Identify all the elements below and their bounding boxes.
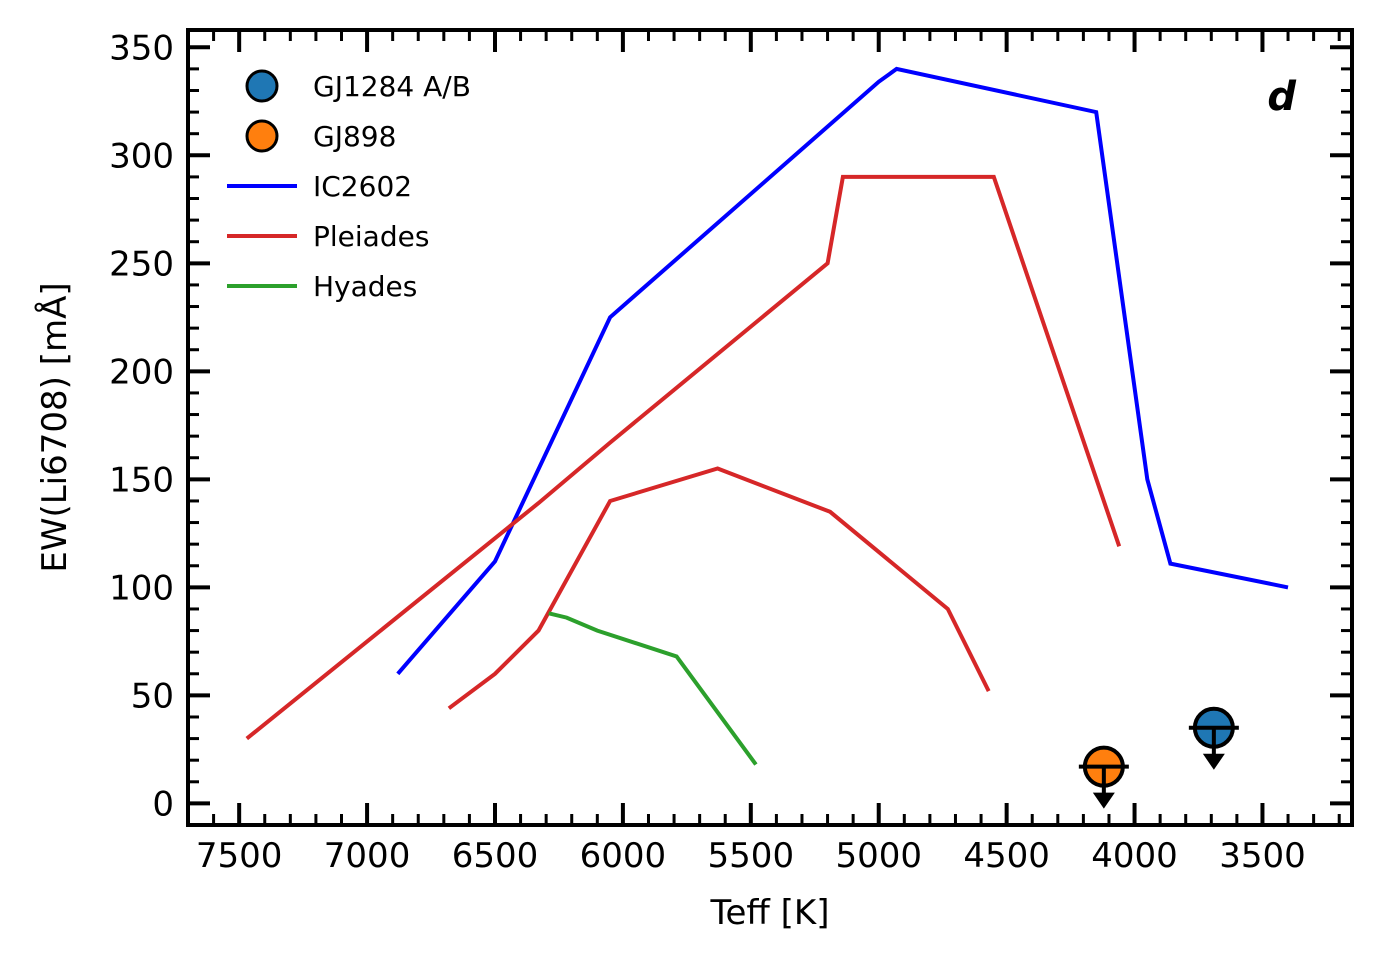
x-tick-label: 7500 (196, 836, 283, 876)
upper-limit-point-gj1284-a-b (1188, 706, 1239, 770)
plot-series (245, 66, 1289, 766)
x-tick-label: 4000 (1091, 836, 1178, 876)
x-tick-label: 6500 (452, 836, 539, 876)
y-axis-title: EW(Li6708) [mÅ] (34, 282, 75, 572)
legend-label-pleiades: Pleiades (313, 220, 429, 253)
y-tick-label: 100 (109, 568, 174, 608)
legend-label-gj898: GJ898 (313, 120, 396, 153)
series-line-pleiades (447, 466, 991, 710)
y-tick-label: 150 (109, 460, 174, 500)
x-tick-label: 6000 (580, 836, 667, 876)
legend-label-hyades: Hyades (313, 270, 417, 303)
plot-frame (186, 28, 1354, 827)
series-line-ic2602 (396, 66, 1289, 676)
y-tick-label: 350 (109, 28, 174, 68)
legend-swatch-gj1284-a-b (245, 69, 279, 103)
upper-limit-arrow (1202, 753, 1225, 770)
x-axis-title: Teff [K] (710, 893, 830, 933)
x-tick-label: 4500 (963, 836, 1050, 876)
y-tick-label: 300 (109, 136, 174, 176)
panel-label: d (1267, 74, 1296, 120)
upper-limit-point-gj898 (1078, 745, 1129, 809)
legend: GJ1284 A/B GJ898 IC2602 Pleiades Hyades (227, 69, 471, 303)
plot-markers (1078, 706, 1239, 809)
upper-limit-arrow (1092, 792, 1115, 809)
legend-label-ic2602: IC2602 (313, 170, 412, 203)
x-tick-label: 3500 (1219, 836, 1306, 876)
x-tick-label: 5500 (708, 836, 795, 876)
series-line-pleiades (245, 174, 1122, 741)
y-tick-label: 250 (109, 244, 174, 284)
legend-label-gj1284-a-b: GJ1284 A/B (313, 70, 471, 103)
y-tick-label: 50 (131, 676, 174, 716)
x-tick-label: 7000 (324, 836, 411, 876)
legend-swatch-gj898 (245, 119, 279, 153)
tick-labels: 7500 7000 6500 6000 5500 5000 4500 4000 3500 0 50 1… (109, 28, 1306, 876)
series-line-hyades (548, 611, 758, 766)
x-tick-label: 5000 (835, 836, 922, 876)
y-tick-label: 200 (109, 352, 174, 392)
axis-ticks (186, 30, 1352, 827)
y-tick-label: 0 (152, 784, 174, 824)
